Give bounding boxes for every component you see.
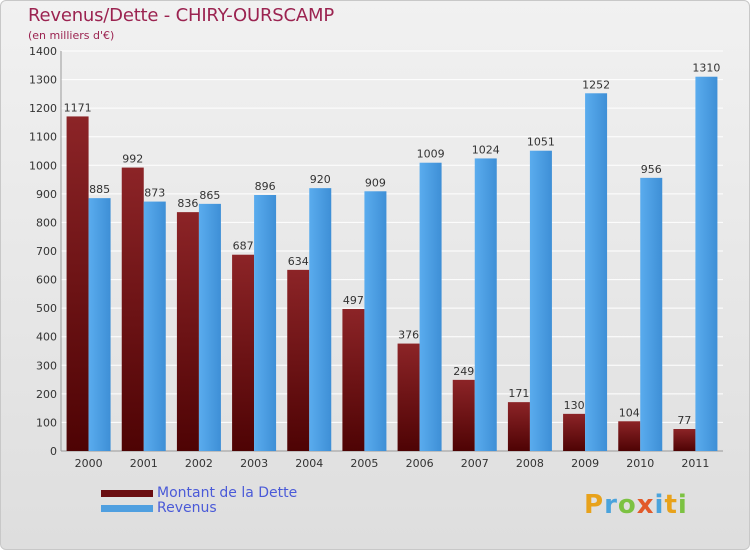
- data-label-revenue: 1310: [692, 62, 720, 75]
- x-tick-label: 2003: [240, 457, 268, 470]
- data-label-debt: 634: [288, 255, 309, 268]
- y-tick-label: 800: [36, 216, 57, 229]
- data-label-debt: 376: [398, 329, 419, 342]
- y-tick-label: 1400: [29, 45, 57, 58]
- y-tick-label: 700: [36, 245, 57, 258]
- x-tick-label: 2010: [626, 457, 654, 470]
- bar-debt: [342, 309, 365, 451]
- y-tick-label: 1300: [29, 74, 57, 87]
- data-label-debt: 77: [677, 414, 691, 427]
- data-label-debt: 497: [343, 294, 364, 307]
- bar-debt: [673, 429, 696, 451]
- bar-debt: [176, 212, 199, 451]
- bar-debt: [507, 402, 530, 451]
- bar-revenue: [198, 203, 221, 451]
- legend-swatch-revenue: [101, 505, 153, 512]
- data-label-debt: 836: [177, 197, 198, 210]
- x-tick-label: 2000: [75, 457, 103, 470]
- bar-revenue: [254, 195, 277, 451]
- logo-letter: i: [654, 490, 665, 520]
- data-label-revenue: 885: [89, 183, 110, 196]
- logo-letter: x: [636, 490, 655, 520]
- x-tick-label: 2009: [571, 457, 599, 470]
- logo-letter: i: [677, 490, 688, 520]
- data-label-revenue: 896: [255, 180, 276, 193]
- logo-letter: P: [584, 490, 605, 520]
- bar-debt: [452, 379, 475, 451]
- y-tick-label: 100: [36, 416, 57, 429]
- data-label-debt: 130: [564, 399, 585, 412]
- bar-revenue: [309, 188, 332, 451]
- chart-subtitle: (en milliers d'€): [28, 29, 115, 42]
- data-label-debt: 1171: [64, 101, 92, 114]
- x-tick-label: 2004: [295, 457, 323, 470]
- bar-debt: [563, 413, 586, 451]
- y-tick-label: 300: [36, 359, 57, 372]
- data-label-debt: 171: [508, 387, 529, 400]
- bar-revenue: [640, 177, 663, 451]
- y-tick-label: 600: [36, 274, 57, 287]
- y-tick-label: 0: [50, 445, 57, 458]
- data-label-revenue: 1009: [417, 148, 445, 161]
- data-label-revenue: 920: [310, 173, 331, 186]
- bar-revenue: [419, 162, 442, 451]
- data-label-revenue: 1051: [527, 136, 555, 149]
- y-tick-label: 1200: [29, 102, 57, 115]
- logo-letter: t: [664, 490, 678, 520]
- bar-debt: [397, 343, 420, 451]
- bar-revenue: [529, 150, 552, 451]
- x-tick-label: 2001: [130, 457, 158, 470]
- legend-label-debt: Montant de la Dette: [157, 485, 298, 501]
- bar-revenue: [88, 198, 111, 451]
- bar-debt: [287, 269, 310, 451]
- data-label-debt: 687: [233, 240, 254, 253]
- data-label-revenue: 956: [641, 163, 662, 176]
- bar-revenue: [585, 93, 608, 452]
- y-tick-label: 1000: [29, 159, 57, 172]
- y-tick-label: 900: [36, 188, 57, 201]
- bar-debt: [232, 254, 255, 451]
- x-tick-label: 2006: [406, 457, 434, 470]
- y-tick-label: 400: [36, 331, 57, 344]
- data-label-debt: 249: [453, 365, 474, 378]
- y-tick-label: 200: [36, 388, 57, 401]
- data-label-revenue: 1252: [582, 78, 610, 91]
- x-tick-label: 2005: [350, 457, 378, 470]
- bar-revenue: [143, 201, 166, 451]
- x-tick-label: 2011: [681, 457, 709, 470]
- legend-label-revenue: Revenus: [157, 500, 217, 516]
- legend-swatch-debt: [101, 490, 153, 497]
- data-label-debt: 992: [122, 153, 143, 166]
- x-tick-label: 2007: [461, 457, 489, 470]
- y-tick-label: 500: [36, 302, 57, 315]
- bar-debt: [121, 167, 144, 452]
- x-tick-label: 2002: [185, 457, 213, 470]
- chart-legend: Montant de la Dette Revenus: [101, 486, 297, 516]
- data-label-revenue: 873: [144, 187, 165, 200]
- bar-debt: [66, 116, 89, 451]
- logo-letter: o: [617, 490, 637, 520]
- legend-item-revenue: Revenus: [101, 501, 297, 516]
- data-label-revenue: 1024: [472, 143, 500, 156]
- data-label-revenue: 865: [199, 189, 220, 202]
- legend-item-debt: Montant de la Dette: [101, 486, 297, 501]
- x-tick-label: 2008: [516, 457, 544, 470]
- data-label-debt: 104: [619, 406, 640, 419]
- bar-revenue: [364, 191, 387, 452]
- proxiti-logo: Proxiti: [584, 490, 688, 520]
- bar-debt: [618, 421, 641, 451]
- logo-letter: r: [604, 490, 618, 520]
- chart-title: Revenus/Dette - CHIRY-OURSCAMP: [28, 5, 334, 26]
- data-label-revenue: 909: [365, 176, 386, 189]
- y-tick-label: 1100: [29, 131, 57, 144]
- bar-revenue: [695, 76, 718, 451]
- bar-revenue: [474, 158, 497, 451]
